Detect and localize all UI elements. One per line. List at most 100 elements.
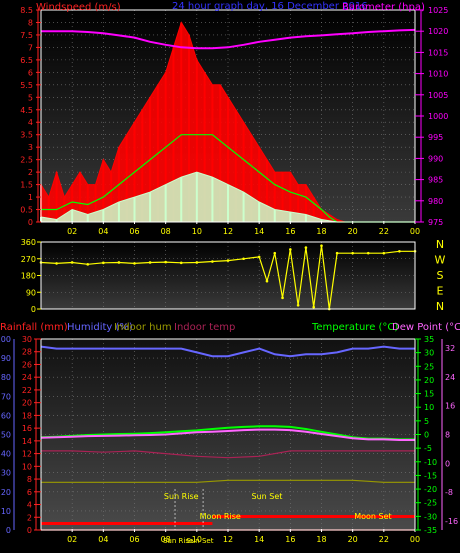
wind-x-tick-label: 04 bbox=[98, 227, 108, 236]
wind-direction-point bbox=[382, 251, 386, 255]
wind-x-tick-label: 16 bbox=[285, 227, 295, 236]
barometer-line bbox=[41, 28, 416, 50]
barometer-tick-label: 1005 bbox=[428, 91, 448, 100]
wind-direction-point bbox=[70, 261, 74, 264]
wind-direction-point bbox=[117, 261, 121, 264]
barometer-tick-label: 980 bbox=[428, 197, 443, 206]
windspeed-tick-label: 7.5 bbox=[20, 31, 33, 40]
rainfall-tick-label: 2 bbox=[27, 513, 32, 522]
compass-label: S bbox=[437, 269, 444, 282]
wind-direction-line bbox=[40, 245, 415, 310]
wind-direction-point bbox=[164, 260, 167, 264]
wind-direction-point bbox=[312, 305, 316, 309]
rainfall-tick-label: 14 bbox=[22, 437, 32, 446]
wind-x-tick-label: 10 bbox=[192, 227, 202, 236]
temperature-tick-label: 20 bbox=[424, 376, 434, 385]
wind-direction-point bbox=[55, 262, 58, 265]
windspeed-tick-label: 1 bbox=[28, 193, 33, 202]
wind-x-tick-label: 06 bbox=[129, 227, 139, 236]
humidity-tick-label: 30 bbox=[1, 469, 11, 478]
humidity-tick-label: 20 bbox=[1, 488, 11, 497]
wind-x-tick-label: 02 bbox=[67, 227, 77, 236]
barometer-tick-label: 975 bbox=[428, 218, 443, 227]
barometer-tick-label: 995 bbox=[428, 133, 443, 142]
windspeed-tick-label: 1.5 bbox=[20, 181, 33, 190]
windspeed-tick-label: 8.5 bbox=[20, 6, 33, 15]
windspeed-tick-label: 0 bbox=[28, 218, 33, 227]
dewpoint-tick-label: 8 bbox=[445, 431, 450, 440]
dewpoint-line bbox=[40, 428, 415, 441]
rainfall-tick-label: 12 bbox=[22, 450, 32, 459]
indoor-temp-label: Indoor temp bbox=[174, 322, 235, 333]
wind-x-tick-label: 12 bbox=[223, 227, 233, 236]
sun-moon-annotation: Moon Rise bbox=[200, 512, 241, 521]
temperature-tick-label: -15 bbox=[424, 471, 437, 480]
rainfall-tick-label: 0 bbox=[27, 526, 32, 535]
windspeed-tick-label: 2 bbox=[28, 168, 33, 177]
temp-x-tick-label: 18 bbox=[316, 535, 326, 544]
rainfall-tick-label: 16 bbox=[22, 424, 32, 433]
sun-moon-annotation: Sun Set bbox=[252, 492, 283, 501]
windspeed-tick-label: 3.5 bbox=[20, 131, 33, 140]
rainfall-tick-label: 8 bbox=[27, 475, 32, 484]
wind-direction-point bbox=[296, 303, 300, 307]
rainfall-bar bbox=[41, 522, 213, 525]
direction-tick-label: 270 bbox=[21, 255, 36, 264]
humidity-tick-label: 50 bbox=[1, 431, 11, 440]
temp-x-tick-label: 22 bbox=[379, 535, 389, 544]
wind-direction-point bbox=[257, 255, 261, 259]
barometer-tick-label: 1015 bbox=[428, 48, 448, 57]
barometer-tick-label: 985 bbox=[428, 176, 443, 185]
compass-label: N bbox=[436, 238, 444, 251]
wind-direction-point bbox=[86, 263, 90, 266]
wind-x-tick-label: 22 bbox=[379, 227, 389, 236]
rainfall-tick-label: 18 bbox=[22, 411, 32, 420]
temperature-tick-label: -5 bbox=[424, 444, 432, 453]
windspeed-tick-label: 5 bbox=[28, 93, 33, 102]
windspeed-axis-label: Windspeed (m/s) bbox=[36, 2, 121, 13]
windspeed-tick-label: 4 bbox=[28, 118, 33, 127]
rainfall-axis-label: Rainfall (mm) bbox=[0, 322, 68, 333]
temp-x-tick-label: 20 bbox=[348, 535, 358, 544]
wind-direction-point bbox=[195, 261, 199, 264]
wind-direction-point bbox=[148, 261, 152, 264]
rainfall-tick-label: 26 bbox=[22, 360, 32, 369]
gust-line bbox=[41, 134, 415, 223]
humidity-tick-label: 80 bbox=[1, 373, 11, 382]
windspeed-tick-label: 4.5 bbox=[20, 106, 33, 115]
wind-direction-point bbox=[304, 246, 308, 249]
rainfall-tick-label: 4 bbox=[27, 501, 32, 510]
temperature-tick-label: -35 bbox=[424, 526, 437, 535]
direction-tick-label: 360 bbox=[21, 238, 36, 247]
direction-tick-label: 90 bbox=[26, 288, 36, 297]
temp-x-tick-label: 16 bbox=[285, 535, 295, 544]
barometer-tick-label: 1025 bbox=[428, 6, 448, 15]
wind-direction-point bbox=[273, 251, 277, 255]
indoor-temp-line bbox=[41, 450, 415, 459]
humidity-tick-label: 10 bbox=[1, 507, 11, 516]
wind-x-tick-label: 18 bbox=[316, 227, 326, 236]
barometer-tick-label: 1010 bbox=[428, 70, 448, 79]
wind-direction-point bbox=[398, 250, 401, 253]
wind-direction-point bbox=[102, 261, 105, 265]
temperature-tick-label: 30 bbox=[424, 349, 434, 358]
indoor-hum-label: Indoor hum bbox=[114, 322, 172, 333]
windspeed-tick-label: 6 bbox=[28, 68, 33, 77]
dewpoint-tick-label: 0 bbox=[445, 459, 450, 468]
temperature-line bbox=[40, 425, 415, 441]
windspeed-tick-label: 6.5 bbox=[20, 56, 33, 65]
temp-x-tick-label: 06 bbox=[129, 535, 139, 544]
temperature-tick-label: -25 bbox=[424, 499, 437, 508]
windspeed-tick-label: 5.5 bbox=[20, 81, 33, 90]
windspeed-tick-label: 7 bbox=[28, 43, 33, 52]
temperature-tick-label: -20 bbox=[424, 485, 437, 494]
dewpoint-tick-label: 16 bbox=[445, 402, 455, 411]
temperature-tick-label: 5 bbox=[424, 417, 429, 426]
humidity-line bbox=[40, 345, 415, 358]
wind-direction-point bbox=[351, 251, 354, 255]
rainfall-tick-label: 22 bbox=[22, 386, 32, 395]
temperature-tick-label: 15 bbox=[424, 390, 434, 399]
dewpoint-tick-label: 32 bbox=[445, 344, 455, 353]
temperature-tick-label: 0 bbox=[424, 431, 429, 440]
